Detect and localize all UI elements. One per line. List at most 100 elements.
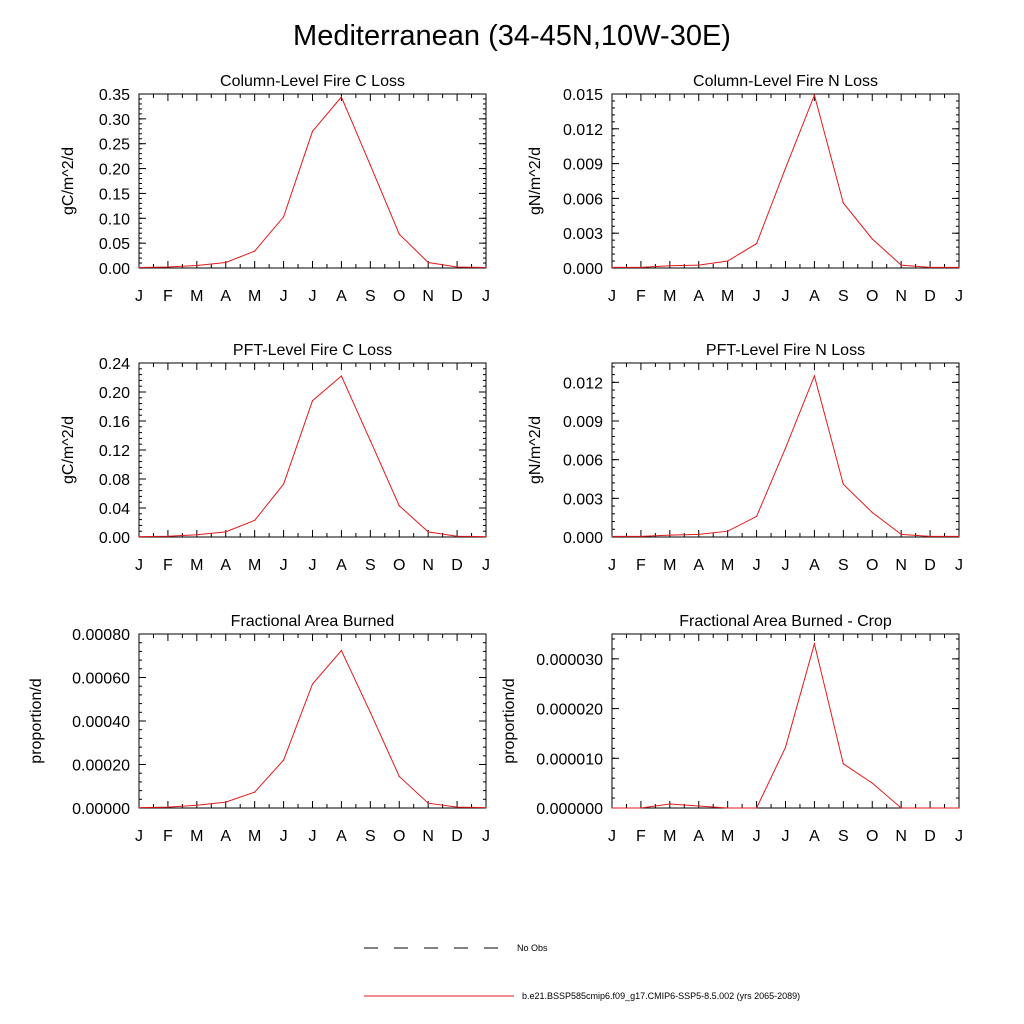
data-point — [900, 807, 902, 809]
x-tick-label: N — [422, 288, 434, 305]
y-tick-label: 0.006 — [563, 453, 603, 470]
x-tick-label: F — [636, 288, 646, 305]
data-point — [640, 535, 642, 537]
data-point — [456, 266, 458, 268]
data-point — [842, 763, 844, 765]
x-tick-label: J — [309, 288, 317, 305]
y-tick-label: 0.012 — [563, 375, 603, 392]
x-tick-label: M — [663, 828, 676, 845]
data-point — [698, 533, 700, 536]
data-point — [398, 775, 400, 778]
y-tick-label: 0.015 — [563, 87, 603, 104]
data-point — [254, 250, 256, 252]
x-tick-label: J — [482, 557, 490, 574]
data-point — [167, 806, 169, 808]
data-point — [225, 531, 227, 533]
data-point — [138, 536, 140, 538]
y-tick-label: 0.000020 — [536, 702, 603, 719]
x-tick-label: A — [809, 557, 820, 574]
x-tick-label: A — [809, 288, 820, 305]
x-tick-label: J — [309, 557, 317, 574]
data-point — [138, 266, 140, 269]
y-tick-label: 0.24 — [99, 356, 130, 373]
y-tick-label: 0.04 — [99, 501, 130, 518]
panel-title: Column-Level Fire N Loss — [693, 73, 878, 90]
plot-frame — [611, 633, 960, 809]
data-point — [784, 746, 787, 748]
data-point — [427, 261, 429, 264]
x-tick-label: J — [782, 828, 790, 845]
x-tick-label: N — [422, 828, 434, 845]
x-tick-label: D — [451, 828, 463, 845]
y-axis-label: gC/m^2/d — [60, 416, 77, 484]
plot-frame — [138, 93, 487, 269]
series-line-1 — [138, 649, 487, 809]
x-tick-label: S — [365, 557, 376, 574]
y-axis-label: gC/m^2/d — [60, 147, 77, 215]
panel-title: Fractional Area Burned — [231, 613, 395, 630]
plot-frame — [611, 362, 960, 538]
data-point — [755, 243, 758, 245]
data-point — [727, 530, 729, 532]
y-tick-label: 0.12 — [99, 443, 130, 460]
data-point — [698, 805, 700, 807]
y-tick-label: 0.00 — [99, 261, 130, 278]
x-tick-label: N — [895, 557, 907, 574]
x-tick-label: J — [135, 557, 143, 574]
y-tick-label: 0.00060 — [72, 671, 130, 688]
data-point — [611, 807, 613, 809]
data-point — [727, 260, 729, 262]
x-tick-label: D — [924, 557, 936, 574]
y-tick-label: 0.20 — [99, 385, 130, 402]
x-tick-label: D — [924, 828, 936, 845]
x-tick-label: M — [190, 288, 203, 305]
data-point — [485, 266, 487, 269]
data-point — [640, 266, 642, 269]
x-tick-label: M — [190, 828, 203, 845]
data-point — [456, 806, 458, 808]
x-tick-label: J — [280, 557, 288, 574]
data-point — [871, 511, 873, 514]
x-tick-label: N — [422, 557, 434, 574]
data-point — [138, 806, 140, 809]
data-point — [196, 534, 198, 536]
data-point — [611, 266, 613, 269]
panel-title: Fractional Area Burned - Crop — [679, 613, 892, 630]
series-line-1 — [138, 375, 487, 538]
data-point — [958, 266, 960, 269]
plot-frame — [611, 93, 960, 269]
y-tick-label: 0.000000 — [536, 801, 603, 818]
data-point — [871, 238, 873, 240]
data-point — [282, 759, 285, 761]
x-tick-label: O — [393, 828, 405, 845]
y-tick-label: 0.20 — [99, 162, 130, 179]
x-tick-label: D — [451, 288, 463, 305]
y-tick-label: 0.10 — [99, 211, 130, 228]
data-point — [311, 400, 314, 402]
y-tick-label: 0.012 — [563, 122, 603, 139]
x-tick-label: M — [663, 288, 676, 305]
data-point — [340, 96, 343, 98]
data-point — [813, 643, 816, 645]
x-tick-label: A — [693, 828, 704, 845]
x-tick-label: J — [135, 288, 143, 305]
x-tick-label: S — [365, 288, 376, 305]
y-tick-label: 0.08 — [99, 472, 130, 489]
x-tick-label: J — [955, 557, 963, 574]
x-tick-label: J — [753, 557, 761, 574]
data-point — [669, 803, 671, 805]
data-point — [813, 94, 816, 96]
data-point — [900, 264, 902, 266]
x-tick-label: A — [336, 828, 347, 845]
x-tick-label: S — [838, 288, 849, 305]
x-tick-label: J — [608, 557, 616, 574]
x-tick-label: S — [838, 828, 849, 845]
y-tick-label: 0.16 — [99, 414, 130, 431]
y-tick-label: 0.00000 — [72, 801, 130, 818]
y-axis-label: proportion/d — [28, 678, 45, 763]
data-point — [900, 533, 902, 536]
